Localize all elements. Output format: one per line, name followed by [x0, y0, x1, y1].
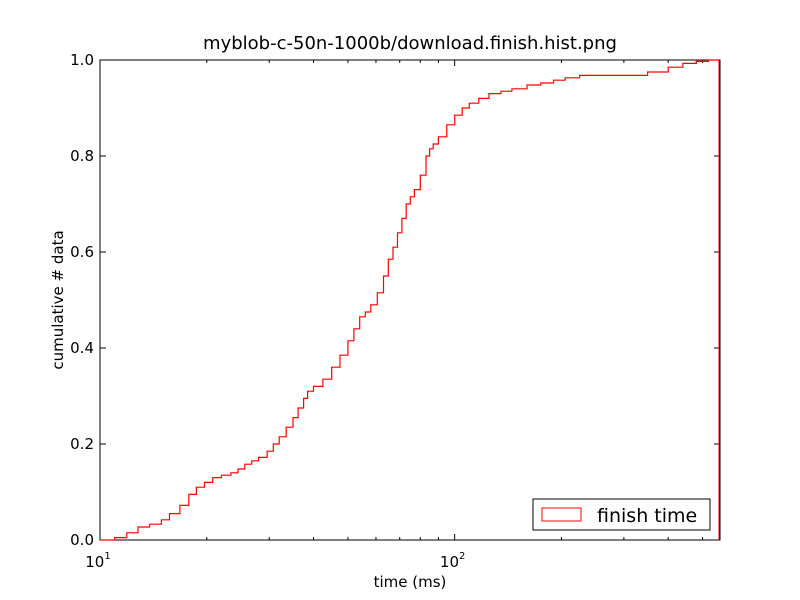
chart-title: myblob-c-50n-1000b/download.finish.hist.… [203, 33, 617, 54]
y-tick-label: 0.4 [70, 339, 94, 357]
x-tick-exponent: 1 [104, 551, 110, 562]
legend-label: finish time [597, 505, 697, 527]
y-axis-label: cumulative # data [49, 230, 67, 369]
plot-area [99, 59, 721, 541]
y-tick-label: 0.0 [70, 531, 94, 549]
y-tick-labels: 0.0 0.2 0.4 0.6 0.8 1.0 [70, 51, 94, 549]
x-axis-label: time (ms) [374, 573, 447, 591]
y-tick-label: 0.2 [70, 435, 94, 453]
legend-swatch [541, 507, 582, 522]
x-tick-base: 10 [85, 553, 104, 571]
y-tick-label: 0.8 [70, 147, 94, 165]
x-tick-label: 101 [85, 551, 110, 571]
axis-ticks [99, 59, 720, 541]
y-tick-label: 1.0 [70, 51, 94, 69]
x-tick-exponent: 2 [459, 551, 465, 562]
series-line-finish-time [100, 59, 719, 541]
x-tick-label: 102 [440, 551, 465, 571]
x-tick-labels: 101 102 [85, 551, 465, 571]
x-tick-base: 10 [440, 553, 459, 571]
y-tick-label: 0.6 [70, 243, 94, 261]
legend: finish time [532, 498, 711, 531]
